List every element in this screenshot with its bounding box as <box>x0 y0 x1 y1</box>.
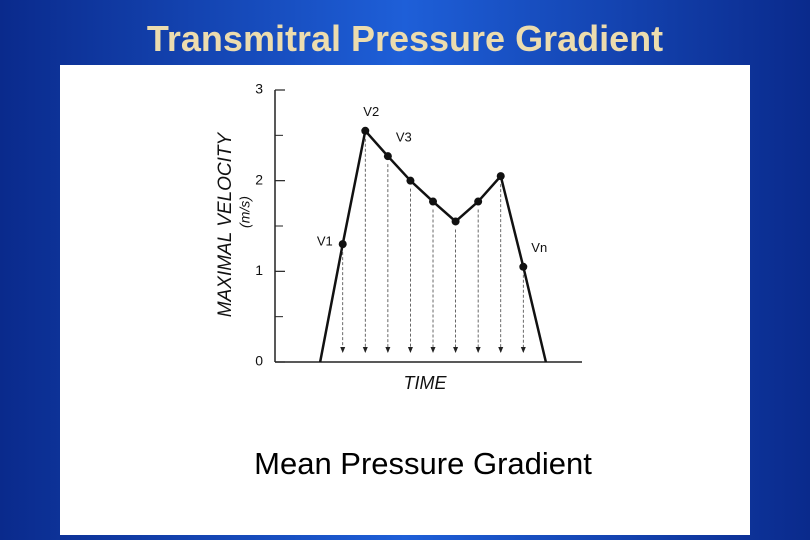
arrow-head <box>362 347 368 353</box>
y-axis-unit: (m/s) <box>237 196 253 228</box>
point <box>429 197 438 206</box>
point-label: V1 <box>317 234 333 249</box>
y-tick-label: 0 <box>255 353 263 369</box>
x-axis-label: TIME <box>404 373 448 393</box>
arrow-head <box>520 347 526 353</box>
point <box>496 172 505 181</box>
point-label: Vn <box>531 240 547 255</box>
point <box>519 262 528 271</box>
caption: Mean Pressure Gradient <box>254 446 592 481</box>
point <box>338 240 347 249</box>
arrow-head <box>407 347 413 353</box>
point-label: V2 <box>363 104 379 119</box>
arrow-head <box>385 347 391 353</box>
arrow-head <box>430 347 436 353</box>
point <box>406 176 415 185</box>
point-label: V3 <box>396 130 412 145</box>
point <box>474 197 483 206</box>
arrow-head <box>498 347 504 353</box>
panel <box>60 65 750 535</box>
arrow-head <box>453 347 459 353</box>
slide-title: Transmitral Pressure Gradient <box>146 18 664 59</box>
arrow-head <box>475 347 481 353</box>
y-tick-label: 2 <box>255 171 263 187</box>
y-tick-label: 3 <box>255 81 263 97</box>
point <box>383 152 392 161</box>
arrow-head <box>340 347 346 353</box>
point <box>361 126 370 135</box>
y-axis-label: MAXIMAL VELOCITY <box>215 131 236 317</box>
point <box>451 217 460 226</box>
y-tick-label: 1 <box>255 262 263 278</box>
